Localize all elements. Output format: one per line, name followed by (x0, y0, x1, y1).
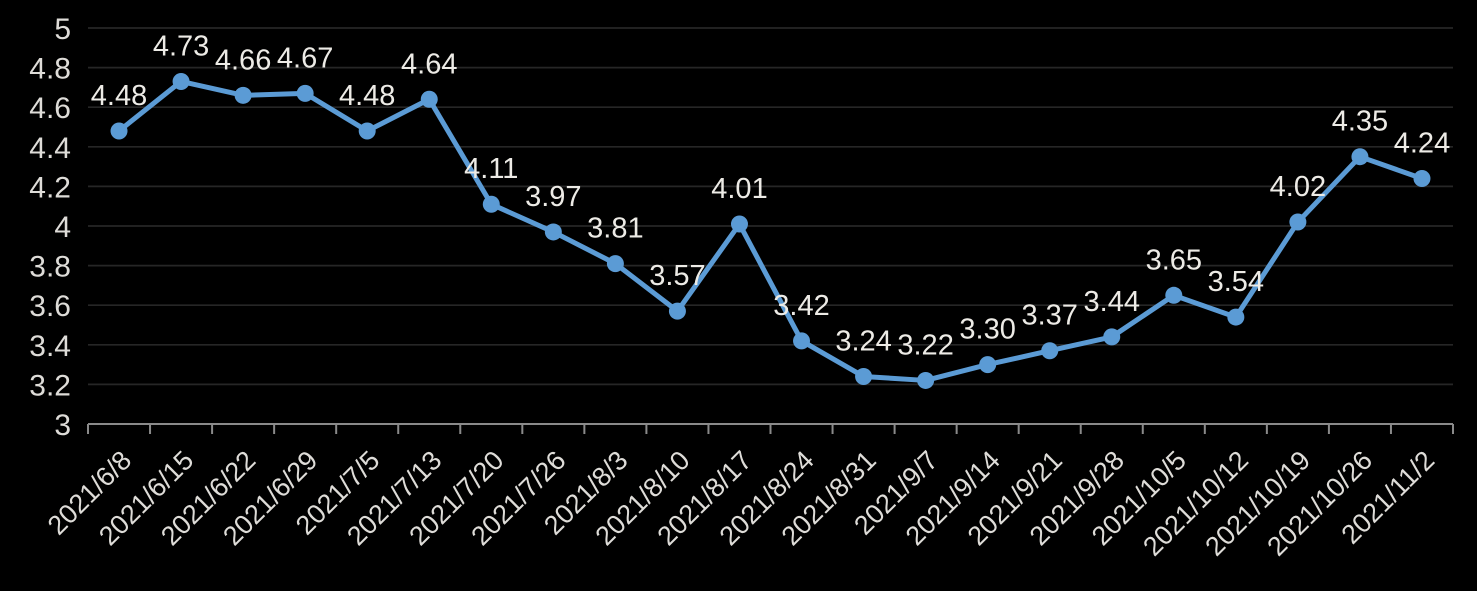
data-point-marker[interactable] (668, 302, 686, 320)
y-axis-label: 4.6 (29, 92, 71, 125)
data-point-label: 4.73 (153, 30, 209, 62)
y-axis-label: 4.4 (29, 132, 71, 165)
data-point-marker[interactable] (544, 223, 562, 241)
data-point-label: 3.57 (649, 260, 705, 292)
data-point-marker[interactable] (296, 84, 314, 102)
data-point-label: 4.24 (1394, 127, 1450, 159)
data-point-marker[interactable] (1289, 213, 1307, 231)
data-point-marker[interactable] (358, 122, 376, 140)
data-point-marker[interactable] (1413, 169, 1431, 187)
data-point-marker[interactable] (420, 90, 438, 108)
data-point-marker[interactable] (110, 122, 128, 140)
data-point-label: 4.67 (277, 42, 333, 74)
y-axis-label: 4.2 (29, 171, 71, 204)
data-point-marker[interactable] (1041, 342, 1059, 360)
data-point-marker[interactable] (234, 86, 252, 104)
data-point-marker[interactable] (1165, 286, 1183, 304)
data-point-marker[interactable] (730, 215, 748, 233)
data-point-label: 3.65 (1146, 244, 1202, 276)
y-axis-label: 3 (54, 409, 71, 442)
data-point-label: 3.22 (897, 329, 953, 361)
series-line[interactable] (116, 78, 1425, 383)
data-point-marker[interactable] (793, 332, 811, 350)
data-point-marker[interactable] (1227, 308, 1245, 326)
y-axis-label: 3.8 (29, 251, 71, 284)
data-point-label: 4.11 (464, 153, 518, 185)
data-point-marker[interactable] (1103, 328, 1121, 346)
data-point-marker[interactable] (917, 371, 935, 389)
data-point-label: 3.81 (587, 213, 643, 245)
data-point-label: 4.35 (1332, 106, 1388, 138)
data-point-marker[interactable] (979, 356, 997, 374)
data-point-label: 3.44 (1084, 286, 1140, 318)
data-point-marker[interactable] (606, 255, 624, 273)
data-point-marker[interactable] (172, 72, 190, 90)
data-point-label: 4.48 (339, 80, 395, 112)
y-axis-label: 5 (54, 13, 71, 46)
y-axis-label: 4.8 (29, 53, 71, 86)
data-point-label: 3.37 (1021, 300, 1077, 332)
y-axis-label: 3.6 (29, 290, 71, 323)
data-point-label: 4.64 (401, 48, 457, 80)
y-axis-label: 3.4 (29, 330, 71, 363)
data-point-label: 3.24 (835, 325, 891, 357)
data-point-marker[interactable] (1351, 148, 1369, 166)
data-point-label: 4.01 (711, 173, 767, 205)
data-point-label: 3.30 (959, 314, 1015, 346)
data-point-label: 3.42 (773, 290, 829, 322)
data-point-label: 4.48 (91, 80, 147, 112)
data-point-label: 4.02 (1270, 171, 1326, 203)
data-point-marker[interactable] (482, 195, 500, 213)
data-point-marker[interactable] (855, 367, 873, 385)
y-axis-label: 3.2 (29, 369, 71, 402)
data-point-label: 3.97 (525, 181, 581, 213)
y-axis-label: 4 (54, 211, 71, 244)
data-point-label: 3.54 (1208, 266, 1264, 298)
data-point-label: 4.66 (215, 44, 271, 76)
